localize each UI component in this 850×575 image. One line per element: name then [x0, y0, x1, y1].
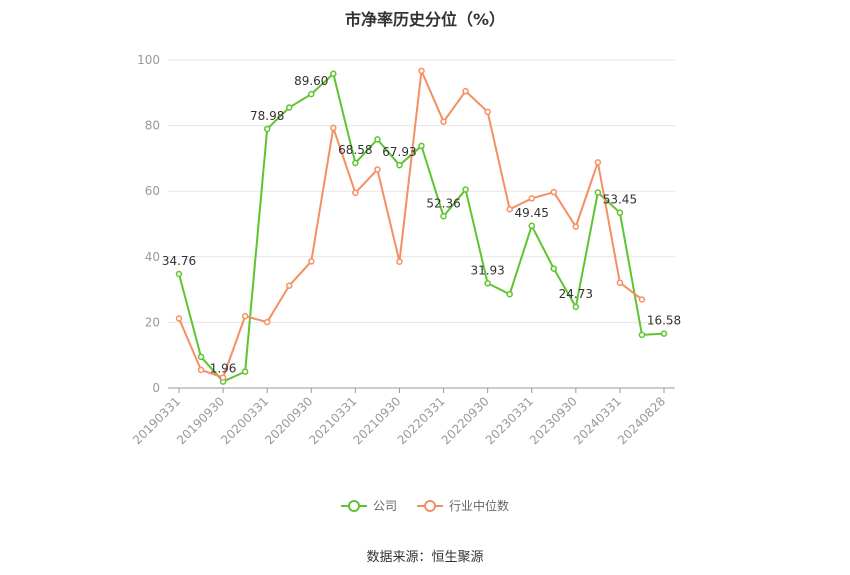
series-line-industry: [178, 69, 643, 379]
data-point-company: [594, 189, 602, 196]
legend-item-company[interactable]: 公司: [340, 497, 397, 514]
data-point-company: [197, 353, 205, 361]
legend-label-company: 公司: [372, 499, 397, 513]
data-point-company: [550, 265, 558, 272]
data-point-industry: [308, 258, 315, 265]
y-tick-label: 40: [145, 250, 160, 264]
data-point-company: [572, 303, 580, 311]
data-point-company: [241, 368, 249, 375]
data-label: 67.93: [382, 145, 416, 159]
data-label: 68.58: [338, 143, 372, 157]
data-point-industry: [550, 188, 558, 196]
data-point-industry: [219, 374, 227, 381]
data-point-company: [285, 104, 293, 111]
data-point-company: [484, 280, 491, 287]
data-point-industry: [594, 159, 602, 166]
legend-swatch-company: [340, 499, 367, 513]
data-label: 24.73: [559, 287, 593, 301]
data-label: 34.76: [162, 254, 196, 268]
data-point-company: [528, 222, 535, 230]
data-point-company: [308, 90, 315, 98]
legend-swatch-industry: [417, 499, 443, 513]
data-point-industry: [285, 282, 293, 289]
data-label: 31.93: [470, 263, 504, 277]
data-point-industry: [616, 279, 624, 286]
legend-label-industry: 行业中位数: [449, 499, 510, 513]
data-point-industry: [462, 87, 469, 95]
data-label: 78.98: [250, 109, 284, 123]
data-point-industry: [374, 166, 381, 173]
data-point-industry: [440, 118, 447, 125]
legend: 公司 行业中位数: [0, 497, 850, 514]
y-tick-label: 0: [152, 381, 160, 395]
data-point-company: [352, 159, 359, 167]
data-label: 53.45: [603, 193, 637, 207]
data-label: 52.36: [426, 196, 460, 210]
y-tick-label: 80: [145, 119, 160, 133]
source-note: 数据来源：恒生聚源: [366, 550, 484, 565]
y-tick-label: 20: [145, 315, 160, 329]
data-point-industry: [396, 258, 403, 265]
data-point-industry: [418, 67, 425, 75]
line-chart: 0204060801002019033120190930202003312020…: [130, 53, 681, 447]
y-tick-label: 60: [145, 184, 160, 198]
data-point-industry: [528, 195, 535, 202]
data-point-company: [660, 330, 668, 337]
data-label: 89.60: [294, 74, 328, 88]
data-point-industry: [175, 315, 183, 322]
data-point-company: [462, 186, 469, 193]
series-group: [175, 67, 668, 385]
data-label: 16.58: [647, 314, 681, 328]
data-labels: 34.76 1.96 78.98 89.60 68.58 67.93 52.36 31.93 4…: [162, 74, 681, 375]
data-point-company: [440, 213, 447, 220]
data-point-company: [263, 125, 271, 133]
data-point-company: [616, 209, 624, 216]
data-point-company: [638, 331, 646, 339]
x-tick-label: 20240828: [615, 394, 668, 447]
chart-title: 市净率历史分位（%）: [344, 10, 506, 29]
data-point-company: [396, 161, 403, 169]
legend-item-industry[interactable]: 行业中位数: [417, 497, 509, 514]
data-point-industry: [241, 312, 249, 320]
data-point-company: [506, 290, 513, 298]
data-label: 49.45: [515, 206, 549, 220]
data-point-industry: [263, 318, 271, 326]
data-point-industry: [352, 189, 359, 197]
data-point-industry: [572, 223, 580, 230]
grid-lines: [168, 59, 675, 323]
data-point-company: [175, 270, 183, 278]
data-label: 1.96: [210, 362, 237, 376]
data-point-industry: [197, 366, 205, 374]
data-point-industry: [638, 296, 646, 303]
data-point-industry: [506, 205, 513, 213]
data-point-industry: [330, 124, 337, 132]
y-tick-label: 100: [137, 53, 160, 67]
data-point-company: [330, 70, 337, 78]
axes: 0204060801002019033120190930202003312020…: [130, 53, 675, 447]
data-point-company: [418, 142, 425, 150]
data-point-industry: [484, 108, 491, 116]
data-point-company: [374, 136, 381, 143]
